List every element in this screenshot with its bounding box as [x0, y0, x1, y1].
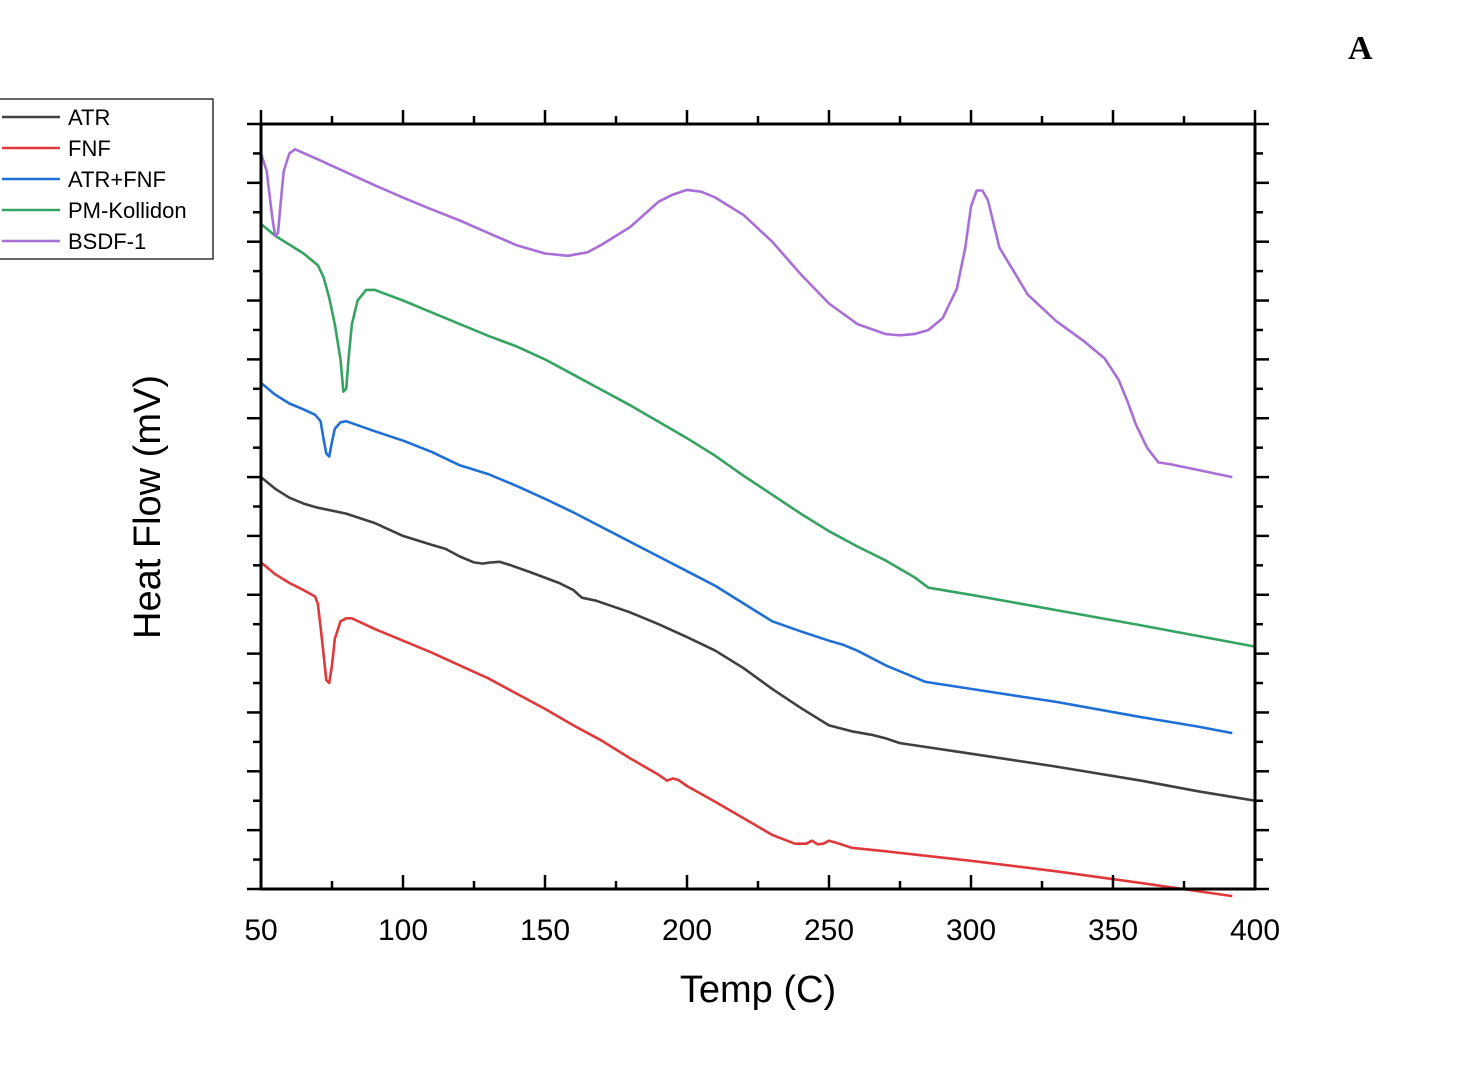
panel-label: A — [1348, 30, 1373, 67]
series-line-pm-kollidon — [260, 223, 1256, 648]
plot-lines — [259, 148, 1256, 898]
series-line-atr-fnf — [260, 381, 1233, 735]
x-tick-label: 300 — [946, 914, 996, 947]
series-line-atr — [260, 476, 1256, 802]
x-tick-label: 200 — [662, 914, 712, 947]
x-tick-label: 400 — [1230, 914, 1280, 947]
x-tick-label: 50 — [244, 914, 277, 947]
x-tick-label: 150 — [520, 914, 570, 947]
x-axis-title: Temp (C) — [680, 969, 836, 1011]
legend-label: FNF — [68, 136, 111, 161]
x-tick-label: 250 — [804, 914, 854, 947]
ticks — [247, 110, 1269, 891]
legend-label: PM-Kollidon — [68, 198, 187, 223]
legend-label: ATR — [68, 105, 110, 130]
x-tick-label: 350 — [1088, 914, 1138, 947]
legend-label: ATR+FNF — [68, 167, 166, 192]
series-line-fnf — [260, 561, 1233, 898]
y-axis-title: Heat Flow (mV) — [127, 375, 169, 639]
x-tick-label: 100 — [378, 914, 428, 947]
tick-labels: 50 100 150 200 250 300 350 400 — [244, 914, 1280, 947]
legend-label: BSDF-1 — [68, 229, 146, 254]
series-line-bsdf-1 — [259, 148, 1233, 479]
legend: ATR FNF ATR+FNF PM-Kollidon BSDF-1 — [0, 98, 214, 260]
